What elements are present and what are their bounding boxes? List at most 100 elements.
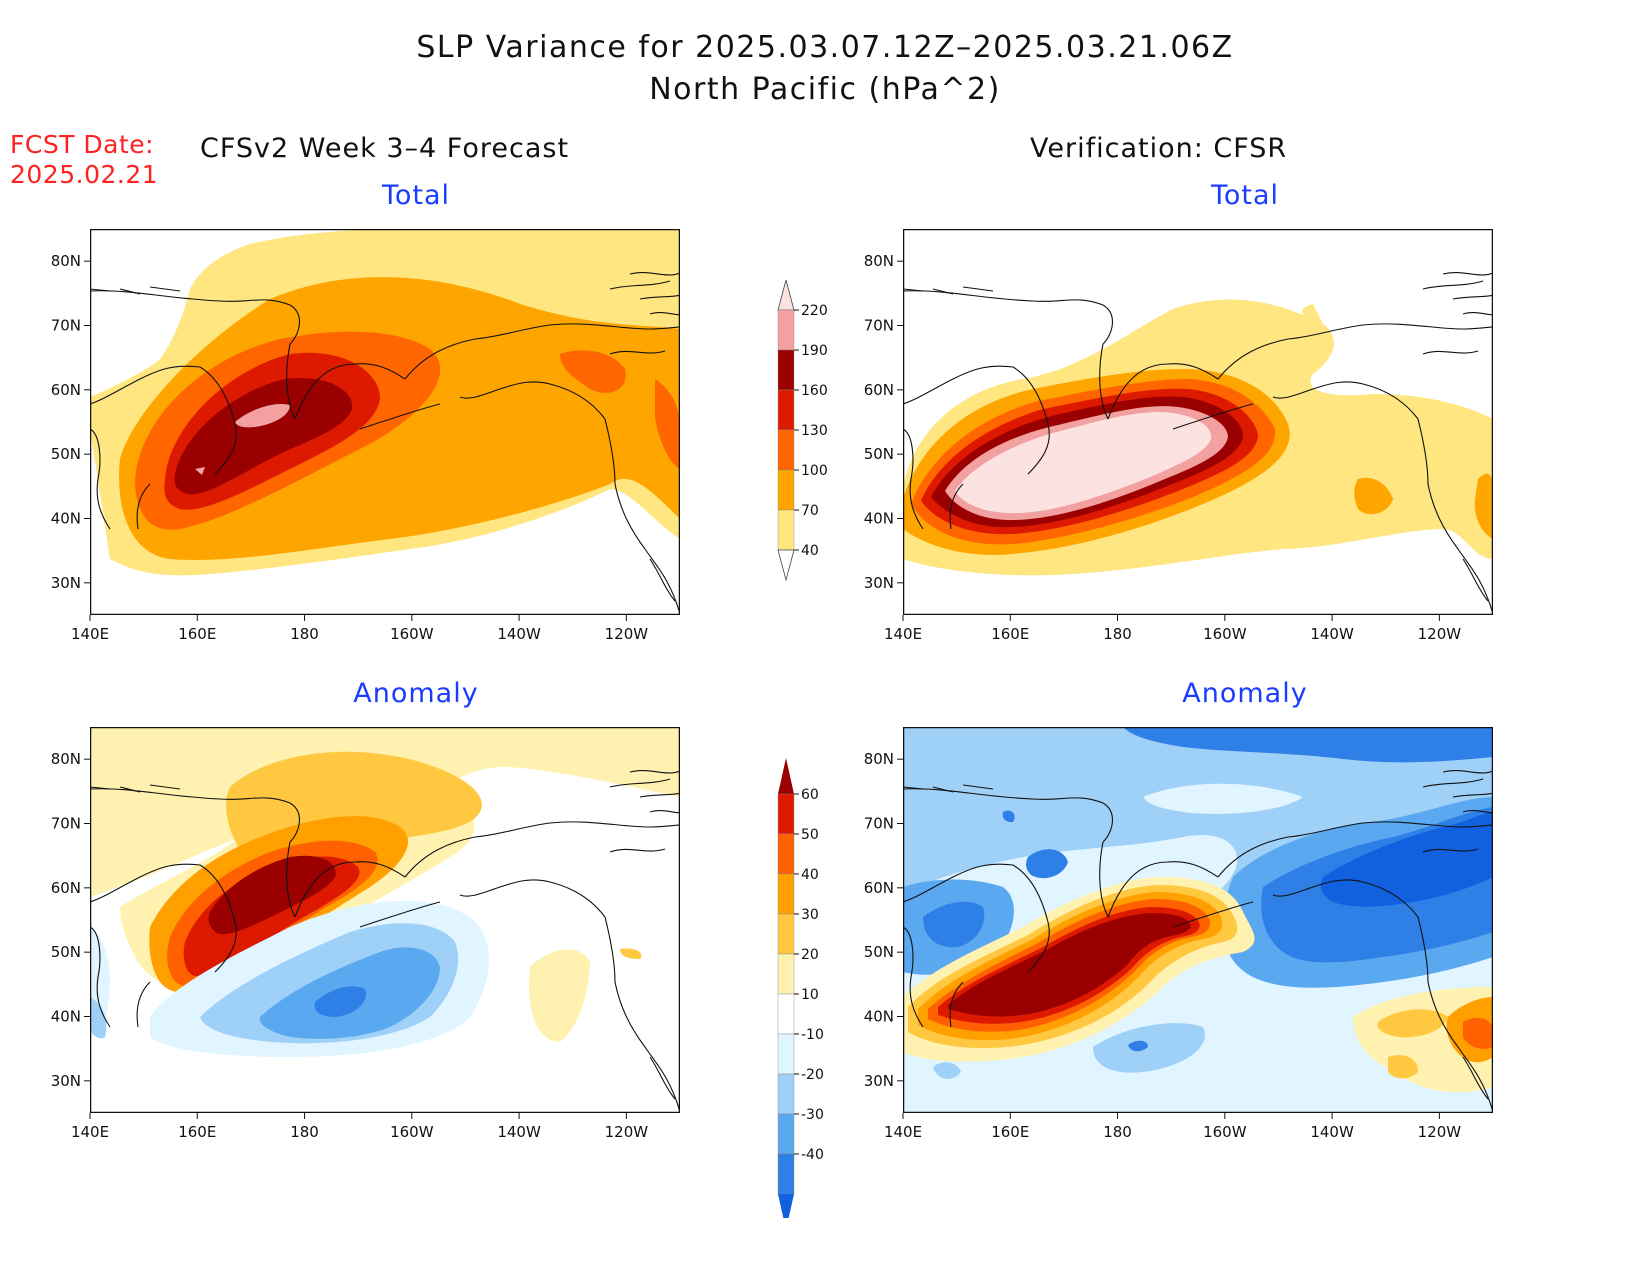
forecast-anomaly-lat-label: 40N — [51, 1008, 81, 1026]
forecast-total-lat-label: 30N — [51, 574, 81, 592]
verification-anomaly-lon-label: 120W — [1418, 1123, 1462, 1141]
colorbar-total-label: 40 — [801, 543, 819, 559]
colorbar-anomaly-swatch — [777, 793, 795, 835]
verification-column-title: Verification: CFSR — [1030, 133, 1288, 164]
colorbar-anomaly-label: -10 — [801, 1027, 824, 1043]
forecast-total-lat-label: 50N — [51, 445, 81, 463]
colorbar-anomaly-label: 60 — [801, 787, 819, 803]
verification-total-lon-label: 160W — [1203, 625, 1247, 643]
verification-total-lat-label: 70N — [864, 317, 894, 335]
colorbar-anomaly: 60 50 40 30 20 10 -10 -20 -30 -40 — [777, 758, 824, 1218]
colorbar-anomaly-swatch — [777, 993, 795, 1035]
verification-anomaly-lat-label: 70N — [864, 815, 894, 833]
colorbar-total-swatch — [777, 389, 795, 431]
colorbar-anomaly-swatch — [777, 833, 795, 875]
colorbar-total-swatch — [777, 429, 795, 471]
verification-anomaly-map — [903, 727, 1493, 1113]
forecast-total-lat-label: 40N — [51, 510, 81, 528]
verification-anomaly-lon-label: 140E — [884, 1123, 922, 1141]
colorbar-anomaly-swatch — [777, 1033, 795, 1075]
colorbar-total-label: 220 — [801, 303, 828, 319]
colorbar-total-lower-end — [777, 549, 795, 582]
verification-total-lon-label: 140W — [1310, 625, 1354, 643]
forecast-anomaly-map — [90, 727, 680, 1113]
forecast-total-lon-label: 120W — [605, 625, 649, 643]
panel-title-verification-total: Total — [1210, 180, 1280, 211]
colorbar-anomaly-label: 10 — [801, 987, 819, 1003]
forecast-total-lon-label: 140W — [497, 625, 541, 643]
forecast-total-map — [90, 229, 680, 615]
verification-anomaly-lon-label: 140W — [1310, 1123, 1354, 1141]
forecast-anomaly-field — [90, 727, 680, 1113]
verification-anomaly-lon-label: 160W — [1203, 1123, 1247, 1141]
forecast-anomaly-lat-label: 70N — [51, 815, 81, 833]
verification-anomaly-lat-label: 60N — [864, 879, 894, 897]
verification-total-field — [903, 229, 1493, 615]
colorbar-total-label: 100 — [801, 463, 828, 479]
verification-anomaly-lon-label: 160E — [991, 1123, 1029, 1141]
colorbar-total-swatch — [777, 469, 795, 511]
colorbar-anomaly-lower-end — [778, 1194, 794, 1218]
panel-title-forecast-anomaly: Anomaly — [353, 678, 479, 709]
colorbar-total-upper-end — [777, 280, 795, 311]
colorbar-anomaly-label: -30 — [801, 1107, 824, 1123]
verification-total-lat-label: 50N — [864, 445, 894, 463]
colorbar-anomaly-label: 50 — [801, 827, 819, 843]
forecast-total-lat-label: 80N — [51, 252, 81, 270]
figure-title: SLP Variance for 2025.03.07.12Z–2025.03.… — [416, 30, 1234, 65]
forecast-anomaly-lon-label: 160W — [390, 1123, 434, 1141]
colorbar-anomaly-label: 40 — [801, 867, 819, 883]
forecast-anomaly-lat-label: 80N — [51, 750, 81, 768]
colorbar-anomaly-swatch — [777, 1073, 795, 1115]
colorbar-total-swatch — [777, 349, 795, 391]
colorbar-anomaly-label: -20 — [801, 1067, 824, 1083]
verification-anomaly-lat-label: 30N — [864, 1072, 894, 1090]
colorbar-total: 220 190 160 130 100 70 40 — [777, 280, 828, 582]
forecast-anomaly-lon-label: 160E — [178, 1123, 216, 1141]
verification-total-lat-label: 60N — [864, 381, 894, 399]
verification-total-lon-label: 160E — [991, 625, 1029, 643]
colorbar-anomaly-label: 30 — [801, 907, 819, 923]
verification-total-lat-label: 30N — [864, 574, 894, 592]
colorbar-total-label: 190 — [801, 343, 828, 359]
verification-anomaly-lat-label: 40N — [864, 1008, 894, 1026]
colorbar-anomaly-label: -40 — [801, 1147, 824, 1163]
forecast-total-lat-label: 60N — [51, 381, 81, 399]
colorbar-anomaly-swatch — [777, 873, 795, 915]
colorbar-total-swatch — [777, 309, 795, 351]
colorbar-anomaly-swatch — [777, 953, 795, 995]
verification-anomaly-lat-label: 50N — [864, 943, 894, 961]
forecast-anomaly-lon-label: 140E — [71, 1123, 109, 1141]
forecast-total-lon-label: 140E — [71, 625, 109, 643]
colorbar-anomaly-swatch — [777, 1113, 795, 1155]
colorbar-anomaly-upper-end — [778, 758, 794, 794]
forecast-anomaly-lon-label: 180 — [290, 1123, 319, 1141]
forecast-total-lon-label: 160W — [390, 625, 434, 643]
forecast-total-lon-label: 180 — [290, 625, 319, 643]
forecast-date-label: FCST Date: — [10, 130, 155, 159]
colorbar-total-swatch — [777, 509, 795, 551]
forecast-anomaly-lat-label: 30N — [51, 1072, 81, 1090]
forecast-anomaly-lon-label: 140W — [497, 1123, 541, 1141]
verification-anomaly-field — [903, 727, 1493, 1113]
verification-total-lat-label: 80N — [864, 252, 894, 270]
colorbar-anomaly-label: 20 — [801, 947, 819, 963]
colorbar-anomaly-swatch — [777, 1153, 795, 1195]
forecast-column-title: CFSv2 Week 3–4 Forecast — [200, 133, 570, 164]
forecast-total-lat-label: 70N — [51, 317, 81, 335]
verification-total-lon-label: 140E — [884, 625, 922, 643]
verification-total-lat-label: 40N — [864, 510, 894, 528]
forecast-anomaly-lon-label: 120W — [605, 1123, 649, 1141]
forecast-anomaly-lat-label: 50N — [51, 943, 81, 961]
colorbar-total-label: 70 — [801, 503, 819, 519]
panel-title-verification-anomaly: Anomaly — [1182, 678, 1308, 709]
forecast-total-lon-label: 160E — [178, 625, 216, 643]
verification-anomaly-lat-label: 80N — [864, 750, 894, 768]
verification-total-lon-label: 120W — [1418, 625, 1462, 643]
panel-title-forecast-total: Total — [381, 180, 451, 211]
colorbar-total-label: 160 — [801, 383, 828, 399]
forecast-total-field — [90, 229, 680, 615]
verification-anomaly-lon-label: 180 — [1103, 1123, 1132, 1141]
figure-subtitle: North Pacific (hPa^2) — [649, 72, 1001, 107]
